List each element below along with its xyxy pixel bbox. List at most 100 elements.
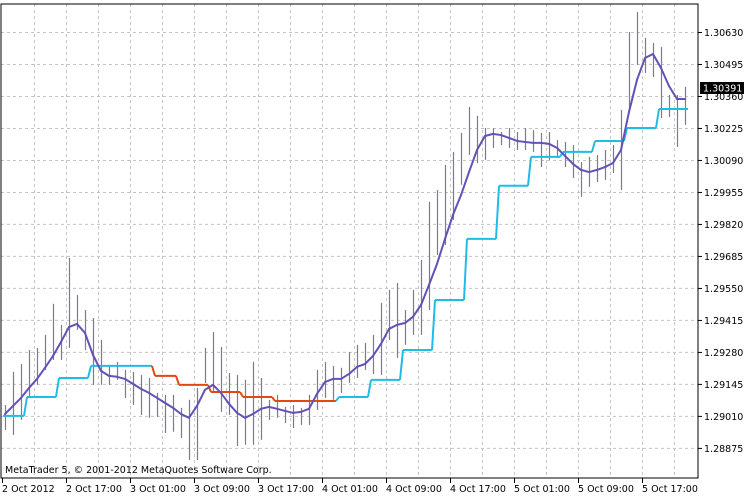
moving-average-segment [156, 396, 166, 404]
y-tick-label: 1.29145 [704, 380, 743, 391]
moving-average-segment [588, 168, 598, 174]
moving-average-segment [260, 405, 270, 410]
moving-average-segment [84, 331, 94, 356]
moving-average-segment [204, 383, 214, 391]
trend-step-connector [495, 185, 500, 239]
x-tick-label: 5 Oct 09:00 [578, 484, 634, 495]
x-axis: 2 Oct 2012 2 Oct 17:00 3 Oct 01:00 3 Oct 09… [2, 478, 698, 495]
moving-average-segment [36, 366, 46, 380]
moving-average-segment [556, 146, 566, 157]
trend-step-connector [623, 127, 628, 142]
moving-average-segment [180, 413, 190, 419]
trend-step-line [3, 107, 688, 417]
trend-step-connector [335, 396, 340, 402]
moving-average-segment [500, 134, 510, 139]
moving-average-segment [396, 322, 406, 326]
moving-average-segment [668, 85, 678, 101]
moving-average-segment [460, 171, 470, 197]
moving-average-segment [220, 391, 230, 405]
trend-step-connector [527, 156, 532, 186]
moving-average-segment [620, 110, 630, 151]
moving-average-segment [428, 262, 438, 286]
moving-average-segment [628, 78, 638, 113]
moving-average-segment [468, 148, 478, 174]
y-tick-label: 1.29415 [704, 316, 743, 327]
x-tick-label: 3 Oct 09:00 [194, 484, 250, 495]
moving-average-segment [212, 383, 222, 394]
moving-average-segment [252, 407, 262, 416]
moving-average-segment [172, 406, 182, 416]
y-tick-label: 1.29550 [704, 284, 743, 295]
grid [1, 4, 698, 478]
current-price-label: 1.30391 [700, 82, 744, 95]
moving-average-segment [52, 340, 62, 357]
moving-average-segment [484, 132, 494, 138]
moving-average-segment [148, 391, 158, 399]
moving-average-segment [140, 387, 150, 394]
trend-step-connector [399, 349, 404, 380]
y-tick-label: 1.28875 [704, 444, 743, 455]
moving-average-segment [268, 405, 278, 410]
trend-step-connector [463, 238, 468, 301]
moving-average-segment [164, 401, 174, 409]
moving-average-segment [196, 388, 206, 407]
y-tick-label: 1.29010 [704, 412, 743, 423]
moving-average-segment [612, 148, 622, 165]
trend-step-connector [87, 365, 92, 379]
y-tick-label: 1.30090 [704, 156, 743, 167]
moving-average-segment [348, 365, 358, 375]
moving-average-segment [412, 303, 422, 318]
moving-average-segment [476, 135, 486, 151]
x-tick-label: 4 Oct 09:00 [386, 484, 442, 495]
moving-average-segment [548, 142, 558, 149]
moving-average-segment [20, 386, 30, 399]
moving-average-segment [508, 136, 518, 142]
plot-frame [0, 3, 699, 479]
y-tick-label: 1.29280 [704, 348, 743, 359]
x-tick-label: 4 Oct 01:00 [322, 484, 378, 495]
copyright-text: MetaTrader 5, © 2001-2012 MetaQuotes Sof… [5, 465, 272, 476]
moving-average-segment [244, 413, 254, 419]
moving-average-segment [636, 57, 646, 81]
trend-step-connector [239, 391, 244, 398]
trend-step-connector [55, 377, 60, 398]
moving-average-segment [124, 377, 134, 385]
y-tick-label: 1.30495 [704, 60, 743, 71]
moving-average-segment [572, 162, 582, 171]
moving-average-segment [452, 194, 462, 216]
moving-average-segment [380, 327, 390, 345]
moving-average-segment [300, 407, 310, 413]
moving-average-segment [284, 409, 294, 414]
moving-average-segment [60, 326, 70, 343]
trend-step-connector [271, 396, 276, 402]
moving-average-segment [388, 323, 398, 330]
x-tick-label: 3 Oct 01:00 [130, 484, 186, 495]
y-tick-label: 1.29820 [704, 220, 743, 231]
moving-average-segment [580, 168, 590, 174]
trend-step-connector [175, 375, 180, 386]
trend-step-connector [591, 140, 596, 153]
moving-average-segment [132, 382, 142, 390]
moving-average-segment [292, 410, 302, 414]
moving-average-segment [76, 322, 86, 334]
trend-step-connector [151, 365, 156, 377]
moving-average-segment [324, 377, 334, 384]
moving-average-segment [108, 374, 118, 378]
moving-average-segment [564, 154, 574, 165]
x-tick-label: 5 Oct 01:00 [514, 484, 570, 495]
moving-average-segment [492, 132, 502, 137]
moving-average-segment [44, 354, 54, 369]
y-tick-label: 1.30630 [704, 28, 743, 39]
moving-average-segment [28, 377, 38, 389]
moving-average-segment [236, 411, 246, 419]
moving-average-segment [404, 315, 414, 325]
trend-step-connector [367, 379, 372, 398]
y-tick-label: 1.30360 [704, 92, 743, 103]
moving-average-segment [372, 342, 382, 357]
moving-average-segment [308, 392, 318, 410]
moving-average-segment [420, 283, 430, 306]
moving-average-segment [100, 369, 110, 377]
moving-average-segment [68, 322, 78, 329]
moving-average-segment [188, 404, 198, 419]
